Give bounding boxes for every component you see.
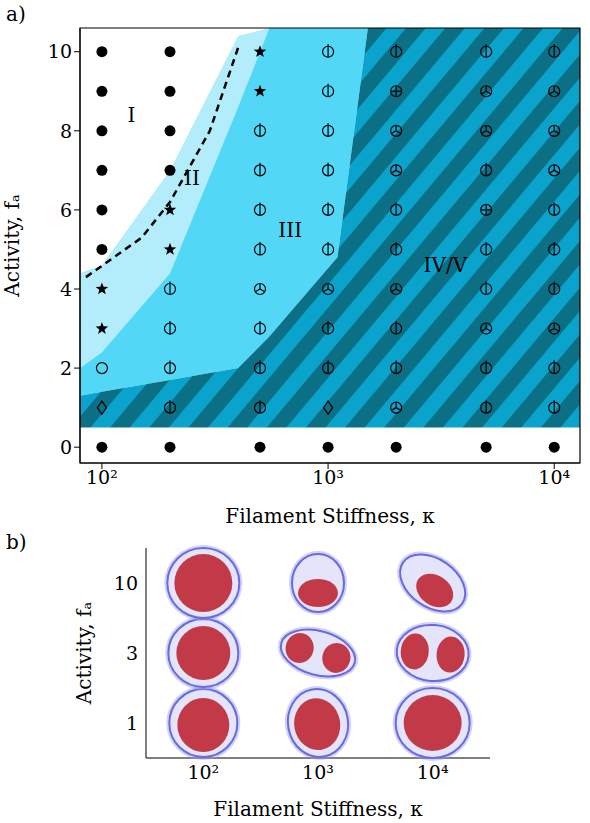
svg-text:III: III (278, 218, 302, 242)
svg-text:10: 10 (48, 40, 72, 62)
svg-text:3: 3 (126, 642, 138, 664)
svg-text:Activity, fₐ: Activity, fₐ (0, 194, 24, 298)
html-text:a): a) (6, 2, 26, 26)
svg-text:4: 4 (60, 278, 72, 300)
svg-text:I: I (127, 103, 135, 127)
svg-text:10: 10 (114, 572, 138, 594)
svg-text:10⁴: 10⁴ (417, 761, 449, 783)
svg-text:II: II (184, 166, 200, 190)
svg-text:1: 1 (126, 712, 138, 734)
svg-text:Filament Stiffness, κ: Filament Stiffness, κ (225, 504, 435, 527)
svg-text:2: 2 (60, 357, 72, 379)
svg-text:Filament Stiffness, κ: Filament Stiffness, κ (213, 797, 423, 820)
svg-text:6: 6 (60, 199, 72, 221)
svg-text:0: 0 (60, 436, 72, 458)
svg-text:10³: 10³ (312, 466, 344, 488)
svg-text:8: 8 (60, 120, 72, 142)
html-text:b): b) (6, 530, 27, 554)
svg-text:10⁴: 10⁴ (538, 466, 570, 488)
svg-text:10³: 10³ (302, 761, 334, 783)
svg-text:10²: 10² (187, 761, 219, 783)
svg-text:Activity, fₐ: Activity, fₐ (72, 602, 96, 706)
svg-text:IV/V: IV/V (424, 253, 468, 277)
svg-text:10²: 10² (86, 466, 118, 488)
